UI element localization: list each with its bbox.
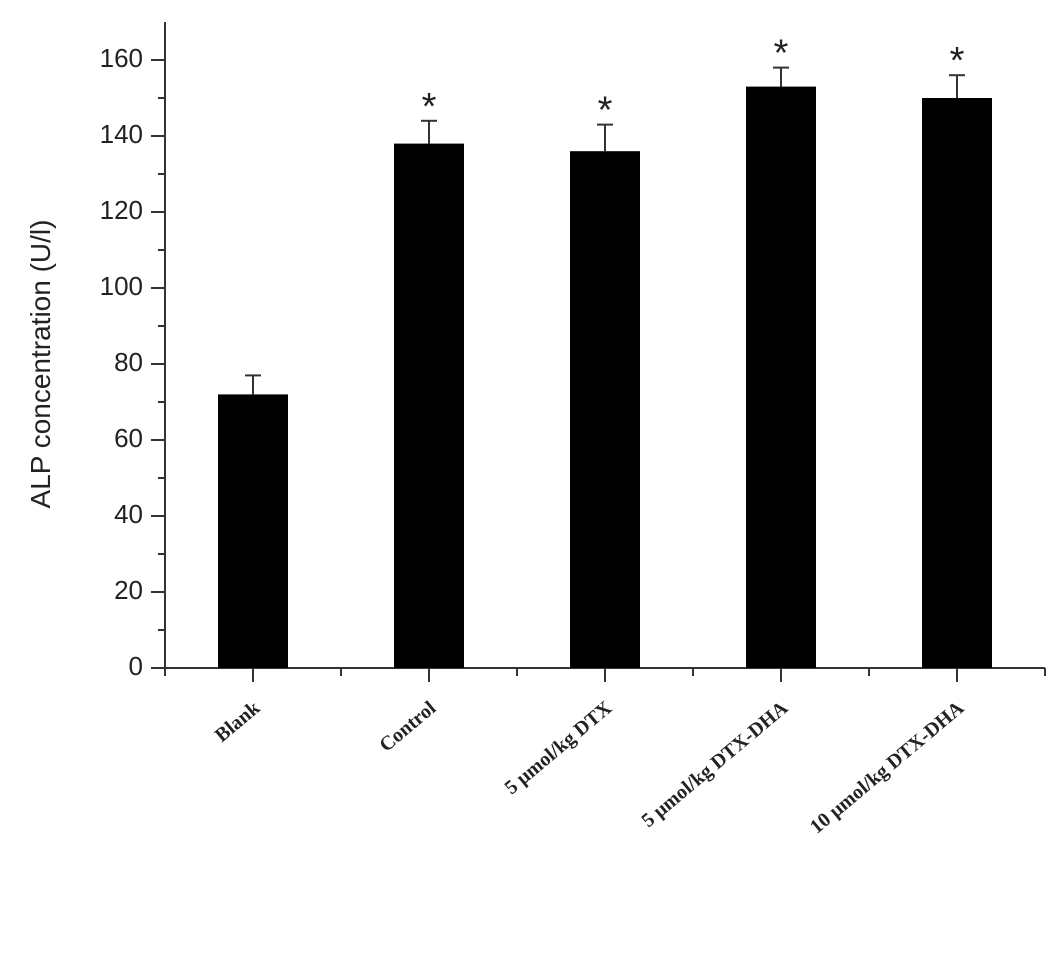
bar (746, 86, 816, 669)
y-tick-label: 160 (100, 43, 143, 73)
y-tick-label: 20 (114, 575, 143, 605)
bar (394, 143, 464, 669)
y-tick-label: 120 (100, 195, 143, 225)
y-tick-label: 140 (100, 119, 143, 149)
bar (922, 98, 992, 668)
x-tick-label: 10 μmol/kg DTX-DHA (806, 697, 969, 839)
significance-marker: * (422, 86, 437, 128)
x-tick-label: Control (375, 697, 440, 757)
y-tick-label: 80 (114, 347, 143, 377)
significance-marker: * (598, 90, 613, 132)
significance-marker: * (950, 40, 965, 82)
x-tick-label: 5 μmol/kg DTX-DHA (637, 697, 792, 832)
y-tick-label: 60 (114, 423, 143, 453)
y-tick-label: 0 (129, 651, 143, 681)
x-tick-label: Blank (211, 696, 265, 746)
bar (570, 151, 640, 668)
x-tick-label: 5 μmol/kg DTX (501, 697, 617, 799)
y-tick-label: 40 (114, 499, 143, 529)
significance-marker: * (774, 33, 789, 75)
y-axis-title: ALP concentration (U/l) (25, 220, 56, 509)
y-tick-label: 100 (100, 271, 143, 301)
bar (218, 394, 288, 668)
